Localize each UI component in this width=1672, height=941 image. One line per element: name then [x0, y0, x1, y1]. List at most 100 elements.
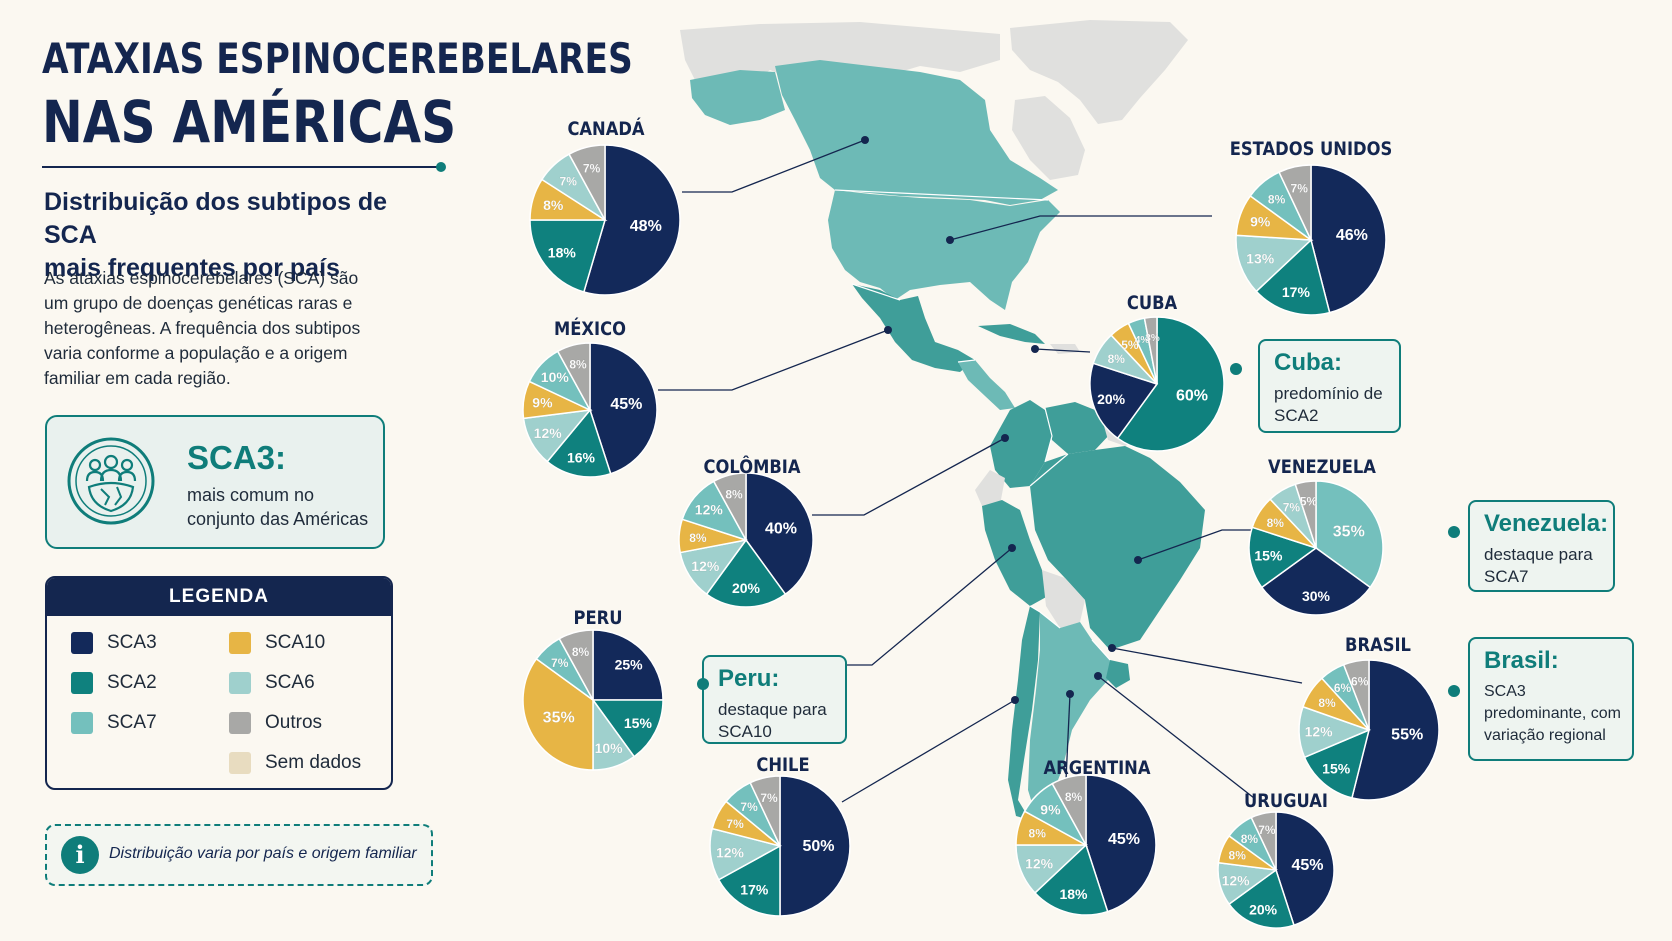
pie-label-uruguai-outros: 7%: [1258, 823, 1276, 837]
pie-slice-uruguai-sca2: [1228, 868, 1295, 929]
callout-brasil: Brasil: SCA3 predominante, com variação …: [1468, 637, 1634, 761]
pie-slice-mexico-sca2: [546, 408, 612, 478]
leader-dot-venezuela: [1134, 556, 1142, 564]
main-title-line2: NAS AMÉRICAS: [42, 88, 457, 156]
pie-label-venezuela-outros: 5%: [1300, 494, 1318, 508]
leader-dot-peru: [1008, 544, 1016, 552]
eastern-canada-nodata: [1012, 96, 1085, 180]
pie-title-uruguai: URUGUAI: [1244, 791, 1328, 812]
cuba-island-shape: [978, 324, 1045, 344]
callout-venezuela-title: Venezuela:: [1484, 510, 1609, 537]
leader-dot-argentina: [1066, 690, 1074, 698]
pie-label-argentina-sca3: 45%: [1108, 831, 1140, 848]
pie-label-peru-sca10: 35%: [543, 710, 575, 727]
pie-slice-cuba-outros: [1143, 316, 1158, 385]
pie-slice-uruguai-sca3: [1275, 811, 1335, 927]
pie-title-argentina: ARGENTINA: [1044, 758, 1151, 779]
pie-label-venezuela-sca3: 30%: [1302, 588, 1331, 604]
pie-label-chile-outros: 7%: [760, 791, 778, 805]
leader-dot-uruguai: [1094, 672, 1102, 680]
pie-slice-canada-sca2: [529, 219, 607, 293]
pie-label-chile-sca6: 12%: [716, 844, 745, 860]
pie-slice-cuba-sca3: [1089, 362, 1159, 440]
leader-line-colombia: [812, 437, 1006, 516]
pie-venezuela: 35% 30% 15% 8%7% 5% VENEZUELA: [1248, 457, 1384, 616]
info-icon: i: [61, 836, 99, 874]
callout-cuba-title: Cuba:: [1274, 349, 1342, 376]
pie-label-chile-sca7: 7%: [740, 800, 758, 814]
pie-label-canada-outros: 7%: [583, 162, 601, 176]
legend-title: LEGENDA: [47, 578, 391, 616]
pie-label-chile-sca3: 50%: [802, 838, 834, 855]
leader-dot-canada: [861, 136, 869, 144]
leader-dot-colombia: [1001, 434, 1009, 442]
pie-slice-brasil-outros: [1342, 659, 1370, 731]
pie-label-chile-sca10: 7%: [726, 817, 744, 831]
pie-canada: 48% 18% 8% 7% 7% CANADÁ: [529, 117, 681, 296]
legend-label: SCA10: [265, 632, 326, 653]
pie-slice-peru-sca2: [591, 699, 664, 758]
callout-venezuela: Venezuela: destaque para SCA7: [1468, 500, 1615, 592]
subtitle: Distribuição dos subtipos de SCA mais fr…: [44, 186, 444, 285]
pie-slice-uruguai-outros: [1250, 811, 1277, 871]
pie-slice-estados-unidos-sca2: [1255, 238, 1331, 316]
pie-label-estados-unidos-sca3: 46%: [1336, 227, 1368, 244]
leader-dot-estados-unidos: [946, 236, 954, 244]
pie-slice-colombia-sca2: [705, 538, 787, 608]
pie-brasil: 55%15%12%8%6% 6%BRASIL: [1298, 635, 1440, 801]
pie-label-colombia-sca10: 8%: [689, 531, 707, 545]
pie-slice-venezuela-sca7: [1315, 480, 1384, 589]
pie-label-canada-sca2: 18%: [548, 244, 577, 260]
pie-title-canada: CANADÁ: [567, 117, 644, 141]
pie-label-estados-unidos-sca2: 17%: [1282, 284, 1311, 300]
pie-label-uruguai-sca6: 12%: [1222, 872, 1251, 888]
callout-cuba: Cuba: predomínio de SCA2: [1258, 339, 1401, 433]
pie-label-brasil-sca7: 6%: [1334, 681, 1352, 695]
pie-title-mexico: MÉXICO: [554, 317, 626, 341]
pie-label-cuba-sca6: 8%: [1108, 352, 1126, 366]
legend-label: SCA3: [107, 632, 157, 653]
pie-label-colombia-outros: 8%: [725, 487, 743, 501]
sca3-highlight-box: SCA3: mais comum no conjunto das América…: [45, 415, 385, 549]
pie-title-peru: PERU: [574, 608, 623, 629]
callout-peru-text: destaque para SCA10: [718, 700, 827, 741]
pie-slice-peru-outros: [558, 629, 594, 701]
pie-label-brasil-outros: 6%: [1351, 675, 1369, 689]
legend-swatch: [229, 632, 251, 654]
pie-label-mexico-sca10: 9%: [532, 395, 553, 411]
pie-label-brasil-sca10: 8%: [1318, 696, 1336, 710]
arctic-islands-shape: [680, 22, 1000, 96]
colombia-shape: [990, 400, 1052, 488]
title-divider-dot: [436, 162, 446, 172]
pie-slice-argentina-sca2: [1033, 843, 1109, 916]
pie-label-colombia-sca6: 12%: [691, 558, 720, 574]
usa-shape: [828, 190, 1060, 310]
callout-peru-title: Peru:: [718, 665, 780, 692]
pie-label-argentina-outros: 8%: [1065, 790, 1083, 804]
pie-title-chile: CHILE: [756, 755, 809, 776]
leader-line-brasil: [1111, 647, 1303, 684]
pie-label-peru-sca3: 25%: [615, 656, 644, 672]
pie-slice-argentina-sca3: [1085, 774, 1157, 913]
pie-title-colombia: COLÔMBIA: [704, 455, 801, 479]
legend-swatch: [71, 632, 93, 654]
pie-label-canada-sca3: 48%: [630, 218, 662, 235]
leader-dot-chile: [1011, 696, 1019, 704]
peru-shape: [982, 500, 1048, 606]
callout-peru-dot: [697, 678, 709, 690]
pie-slice-mexico-outros: [556, 342, 591, 411]
pie-label-argentina-sca7: 9%: [1040, 801, 1061, 817]
pie-mexico: 45% 16%12% 9% 10%8% MÉXICO: [522, 317, 658, 478]
legend-label: Sem dados: [265, 752, 362, 773]
greenland-shape: [1010, 20, 1188, 124]
pie-label-peru-outros: 8%: [572, 645, 590, 659]
leader-line-mexico: [658, 329, 889, 391]
people-globe-icon: [67, 437, 155, 525]
leader-line-cuba: [1034, 348, 1091, 353]
pie-label-brasil-sca6: 12%: [1305, 724, 1334, 740]
legend-item-sem-dados: Sem dados: [229, 750, 361, 776]
pie-slice-colombia-sca3: [745, 472, 814, 596]
pie-label-cuba-sca7: 4%: [1135, 335, 1150, 346]
legend-item-outros: Outros: [229, 710, 322, 736]
